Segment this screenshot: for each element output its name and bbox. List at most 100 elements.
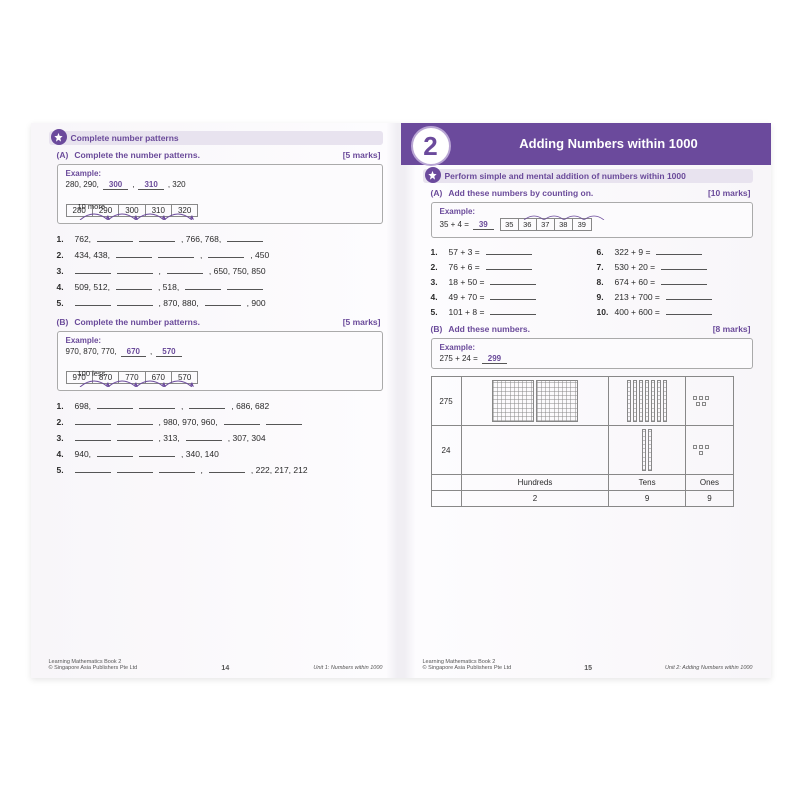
- answer-blank[interactable]: [189, 400, 225, 409]
- book-spread: Complete number patterns (A) Complete th…: [31, 123, 771, 678]
- arc-diagram: 10 more 280 290 300 310 320: [66, 204, 374, 217]
- answer-blank[interactable]: [266, 416, 302, 425]
- question-number: 1.: [431, 247, 443, 257]
- answer-blank[interactable]: [139, 448, 175, 457]
- question-number: 1.: [57, 401, 69, 411]
- question-row: 5.101 + 8 =: [431, 304, 587, 319]
- topic-text: Perform simple and mental addition of nu…: [445, 171, 686, 181]
- answer-blank[interactable]: [185, 281, 221, 290]
- answer-blank[interactable]: [117, 265, 153, 274]
- star-icon: [51, 129, 67, 145]
- arc-arrows-icon: [66, 206, 216, 220]
- answer-blank[interactable]: [97, 448, 133, 457]
- answer-blank[interactable]: [97, 400, 133, 409]
- section-title: Complete the number patterns.: [74, 150, 200, 160]
- page-footer-left: Learning Mathematics Book 2 © Singapore …: [49, 656, 383, 672]
- example-expr: 275 + 24 = 299: [440, 354, 744, 364]
- example-label: Example:: [66, 169, 374, 178]
- answer-blank[interactable]: [158, 249, 194, 258]
- answer-blank[interactable]: [75, 265, 111, 274]
- answer-blank[interactable]: [75, 297, 111, 306]
- question-row: 5. , 870, 880, , 900: [57, 294, 383, 310]
- section-title: Complete the number patterns.: [74, 317, 200, 327]
- question-number: 2.: [431, 262, 443, 272]
- question-number: 4.: [431, 292, 443, 302]
- question-number: 2.: [57, 417, 69, 427]
- question-row: 3. , 313, , 307, 304: [57, 429, 383, 445]
- example-box-a: Example: 280, 290, 300, 310 , 320 10 mor…: [57, 164, 383, 224]
- arc-arrows-icon: [66, 373, 216, 387]
- answer-blank[interactable]: [159, 464, 195, 473]
- answer-blank[interactable]: [208, 249, 244, 258]
- topic-bar-right: Perform simple and mental addition of nu…: [423, 169, 753, 183]
- question-grid: 1.57 + 3 = 2.76 + 6 = 3.18 + 50 = 4.49 +…: [431, 244, 753, 319]
- question-row: 2. , 980, 970, 960,: [57, 413, 383, 429]
- example-inline: 35 + 4 = 39 35 36 37 38 39: [440, 218, 744, 231]
- question-row: 7.530 + 20 =: [597, 259, 753, 274]
- answer-blank[interactable]: [490, 306, 536, 315]
- question-number: 4.: [57, 449, 69, 459]
- answer-blank[interactable]: [227, 233, 263, 242]
- question-number: 3.: [57, 433, 69, 443]
- question-row: 1.698, , , 686, 682: [57, 397, 383, 413]
- question-number: 1.: [57, 234, 69, 244]
- tens-cell: [609, 426, 685, 475]
- answer-blank[interactable]: [205, 297, 241, 306]
- section-b-head-r: (B) Add these numbers. [8 marks]: [423, 323, 753, 336]
- question-list-b: 1.698, , , 686, 6822. , 980, 970, 960, 3…: [57, 397, 383, 477]
- answer-blank[interactable]: [75, 432, 111, 441]
- answer-blank[interactable]: [656, 246, 702, 255]
- section-title: Add these numbers by counting on.: [448, 188, 593, 198]
- question-number: 2.: [57, 250, 69, 260]
- ones-cell: [685, 426, 733, 475]
- answer-blank[interactable]: [209, 464, 245, 473]
- question-number: 4.: [57, 282, 69, 292]
- answer-blank[interactable]: [117, 464, 153, 473]
- answer-blank[interactable]: [224, 416, 260, 425]
- section-letter: (A): [431, 188, 443, 198]
- answer-blank[interactable]: [666, 291, 712, 300]
- table-row: Hundreds Tens Ones: [431, 475, 734, 491]
- answer-blank[interactable]: [97, 233, 133, 242]
- question-number: 7.: [597, 262, 609, 272]
- ten-bar-icon: [642, 429, 646, 471]
- topic-bar-left: Complete number patterns: [49, 131, 383, 145]
- section-letter: (B): [431, 324, 443, 334]
- answer-blank[interactable]: [486, 246, 532, 255]
- answer-blank[interactable]: [661, 276, 707, 285]
- answer-blank[interactable]: [116, 281, 152, 290]
- section-a-head-r: (A) Add these numbers by counting on. [1…: [423, 187, 753, 200]
- table-row: 24: [431, 426, 734, 475]
- answer-blank[interactable]: [661, 261, 707, 270]
- answer-blank[interactable]: [167, 265, 203, 274]
- answer-blank[interactable]: [490, 276, 536, 285]
- answer-blank[interactable]: [227, 281, 263, 290]
- answer-blank[interactable]: [117, 416, 153, 425]
- answer-blank[interactable]: [117, 432, 153, 441]
- question-number: 5.: [57, 298, 69, 308]
- tens-cell: [609, 377, 685, 426]
- answer-blank[interactable]: [666, 306, 712, 315]
- hundred-block-icon: [492, 380, 534, 422]
- answer-blank[interactable]: [116, 249, 152, 258]
- ten-bar-icon: [639, 380, 643, 422]
- answer-blank[interactable]: [75, 464, 111, 473]
- question-row: 1.57 + 3 =: [431, 244, 587, 259]
- example-box-b: Example: 970, 870, 770, 670, 570 100 les…: [57, 331, 383, 391]
- example-label: Example:: [66, 336, 374, 345]
- question-row: 2.434, 438, , , 450: [57, 246, 383, 262]
- answer-blank[interactable]: [139, 400, 175, 409]
- answer-blank[interactable]: [490, 291, 536, 300]
- question-row: 3.18 + 50 =: [431, 274, 587, 289]
- answer-blank[interactable]: [117, 297, 153, 306]
- answer-blank[interactable]: [486, 261, 532, 270]
- question-row: 1.762, , 766, 768,: [57, 230, 383, 246]
- topic-text: Complete number patterns: [71, 133, 179, 143]
- page-right: 2 Adding Numbers within 1000 Perform sim…: [401, 123, 771, 678]
- section-title: Add these numbers.: [448, 324, 530, 334]
- section-marks: [5 marks]: [343, 150, 381, 160]
- answer-blank[interactable]: [75, 416, 111, 425]
- answer-blank[interactable]: [139, 233, 175, 242]
- question-number: 10.: [597, 307, 609, 317]
- answer-blank[interactable]: [186, 432, 222, 441]
